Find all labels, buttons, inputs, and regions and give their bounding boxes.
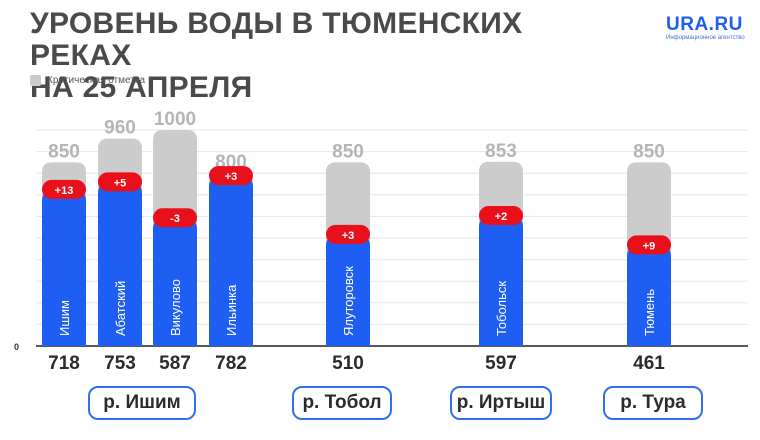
river-label: р. Иртыш [450,386,552,420]
change-label: +13 [55,185,74,197]
station-label: Ишим [57,300,72,336]
current-level-bar [479,217,523,346]
river-label: р. Ишим [88,386,196,420]
station-label: Тобольск [494,281,509,336]
change-pill [98,172,142,192]
current-level-bar [98,183,142,346]
chart-legend: Критическая отметка [30,75,145,86]
critical-value-label: 960 [104,118,136,139]
station-label: Ильинка [224,284,239,336]
change-pill [153,208,197,228]
current-value-label: 510 [332,353,364,374]
chart-title: УРОВЕНЬ ВОДЫ В ТЮМЕНСКИХ РЕКАХ НА 25 АПР… [30,8,630,104]
current-level-bar [209,177,253,346]
current-level-bar [326,235,370,346]
station-label: Викулово [168,279,183,336]
current-value-label: 597 [485,353,517,374]
current-value-label: 782 [215,353,247,374]
change-pill [627,235,671,255]
river-label: р. Тобол [292,386,392,420]
current-level-bar [153,219,197,346]
legend-label-critical: Критическая отметка [47,75,146,86]
critical-value-label: 850 [48,141,80,162]
change-label: +3 [342,230,355,242]
change-label: -3 [170,213,180,225]
current-level-bar [627,246,671,346]
critical-value-label: 850 [633,141,665,162]
chart-title-line-2: НА 25 АПРЕЛЯ [30,71,253,104]
zero-label: 0 [14,342,19,352]
station-label: Ялуторовск [341,266,356,336]
change-pill [326,224,370,244]
critical-value-label: 853 [485,141,517,162]
change-label: +5 [114,177,127,189]
current-value-label: 461 [633,353,665,374]
logo-tagline: Информационное агентство [666,35,745,41]
legend-swatch-critical [30,75,41,86]
river-label: р. Тура [603,386,703,420]
current-value-label: 753 [104,353,136,374]
ura-logo: URA.RU Информационное агентство [666,14,745,41]
critical-value-label: 850 [332,141,364,162]
critical-value-label: 1000 [154,109,196,130]
change-label: +9 [643,240,656,252]
station-label: Тюмень [642,289,657,336]
change-label: +2 [495,211,508,223]
current-level-bar [42,190,86,346]
station-label: Абатский [113,281,128,336]
change-pill [209,166,253,186]
chart-title-line-1: УРОВЕНЬ ВОДЫ В ТЮМЕНСКИХ РЕКАХ [30,7,523,72]
change-pill [479,206,523,226]
current-value-label: 718 [48,353,80,374]
current-value-label: 587 [159,353,191,374]
change-label: +3 [225,171,238,183]
change-pill [42,179,86,199]
logo-brand: URA.RU [666,14,743,35]
